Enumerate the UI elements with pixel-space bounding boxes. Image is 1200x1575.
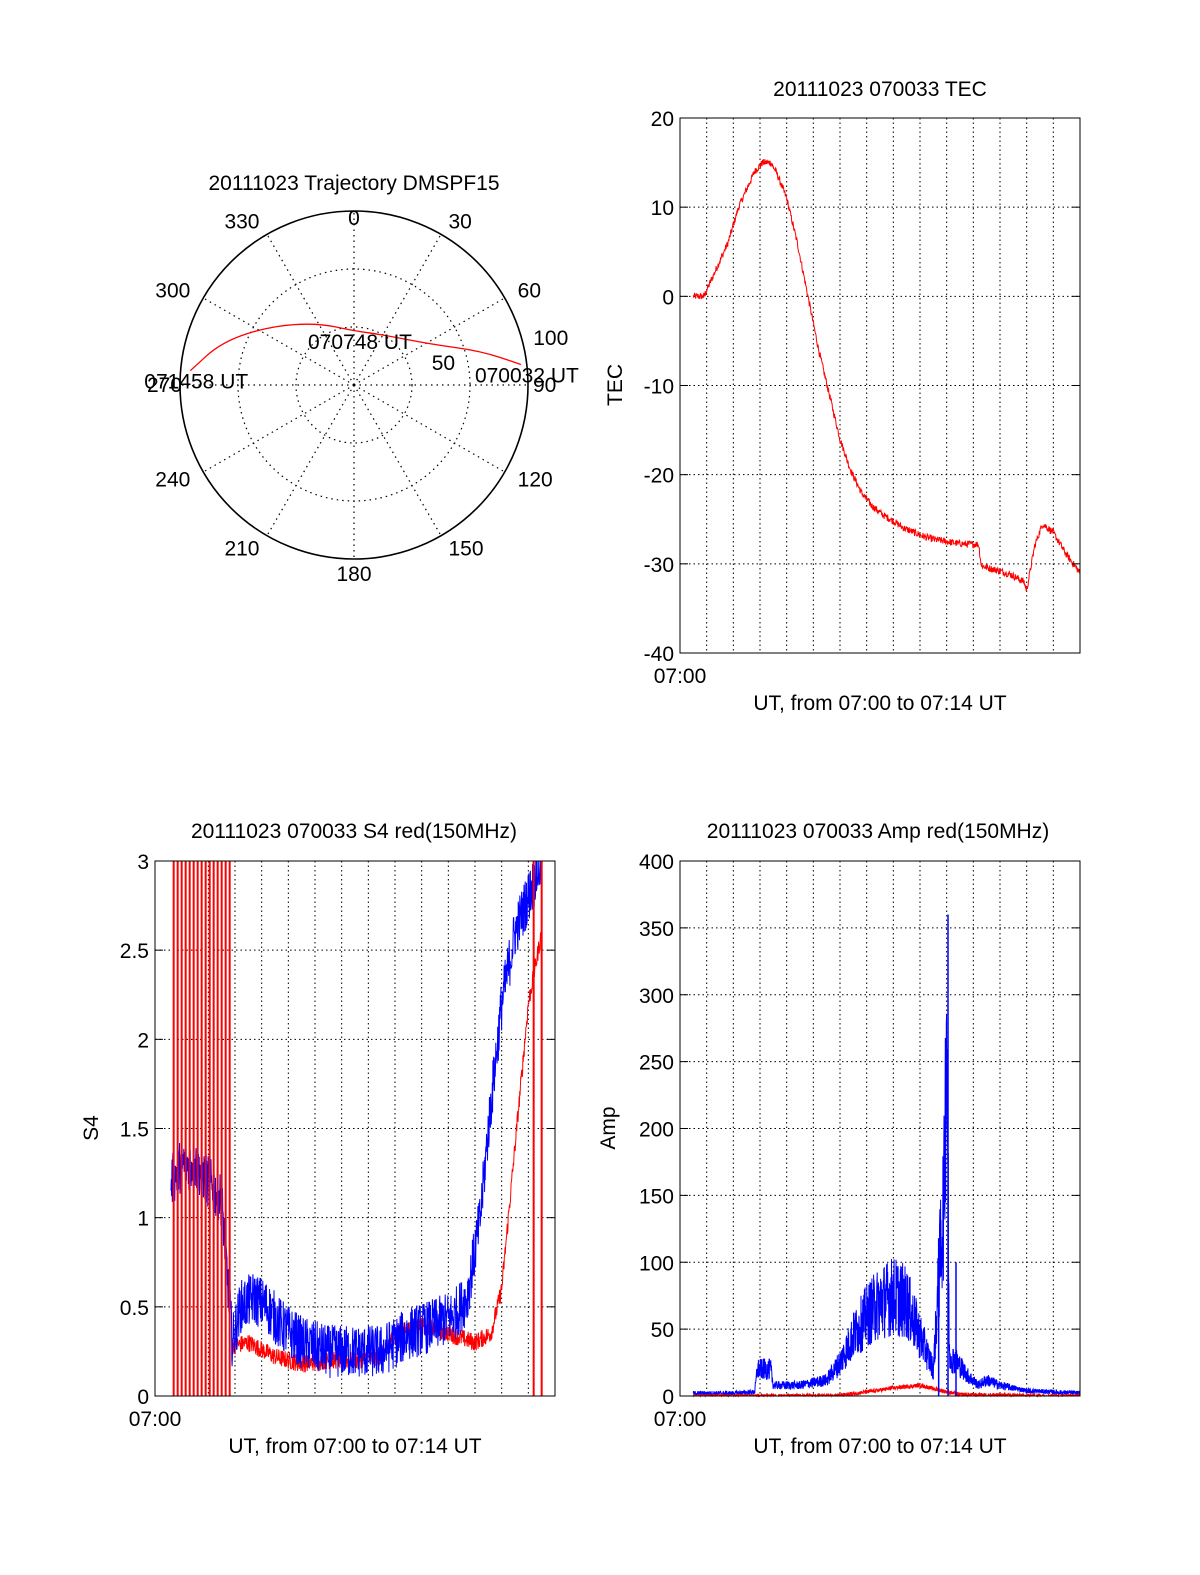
- trajectory-annotation: 071458 UT: [144, 371, 248, 394]
- y-tick-label: -30: [644, 554, 674, 577]
- polar-angle-label: 330: [224, 210, 259, 233]
- polar-spoke: [266, 384, 355, 536]
- y-tick-label: 0.5: [120, 1297, 149, 1320]
- s4-x-tick-label: 07:00: [129, 1408, 182, 1431]
- s4-x-axis-label: UT, from 07:00 to 07:14 UT: [228, 1435, 481, 1458]
- polar-spoke: [353, 297, 505, 386]
- polar-ring-label: 50: [432, 352, 455, 375]
- tec-x-tick-label: 07:00: [654, 665, 707, 688]
- polar-grid: [180, 211, 528, 559]
- y-tick-label: 250: [639, 1052, 674, 1075]
- polar-ring-1: [295, 326, 413, 444]
- y-tick-label: 350: [639, 918, 674, 941]
- y-tick-label: 3: [137, 851, 149, 874]
- amp-y-ticks: 0 50 100 150 200 250 300 350 400: [639, 851, 1080, 1409]
- polar-spoke: [353, 384, 442, 536]
- y-tick-label: 10: [651, 197, 674, 220]
- y-tick-label: 20: [651, 108, 674, 131]
- trajectory-annotation: 070748 UT: [308, 331, 412, 354]
- tec-title: 20111023 070033 TEC: [773, 78, 987, 101]
- amp-plot: 20111023 070033 Amp red(150MHz) 0 50 100 15…: [597, 820, 1081, 1458]
- polar-angle-label: 270: [147, 374, 182, 397]
- amp-series: [692, 914, 1081, 1398]
- polar-title: 20111023 Trajectory DMSPF15: [208, 172, 499, 195]
- polar-angle-label: 300: [155, 280, 190, 303]
- polar-angle-label: 30: [449, 210, 472, 233]
- series-line-blue: [692, 1013, 1081, 1398]
- trajectory-line: [189, 323, 522, 372]
- polar-spoke: [353, 234, 442, 386]
- polar-ring-label: 100: [533, 327, 568, 350]
- y-tick-label: 0: [137, 1386, 149, 1409]
- tec-x-axis-label: UT, from 07:00 to 07:14 UT: [753, 692, 1006, 715]
- series-line-red: [692, 159, 1081, 592]
- s4-series: [170, 860, 543, 1396]
- trajectory-annotations: 070032 UT 070748 UT 071458 UT: [144, 331, 579, 394]
- polar-angle-label: 210: [224, 538, 259, 561]
- y-tick-label: -20: [644, 465, 674, 488]
- trajectory-annotation: 070032 UT: [475, 365, 579, 388]
- polar-angle-labels: 0 30 60 90 120 150 180 210 240 270 300 330: [147, 207, 556, 586]
- polar-angle-label: 120: [518, 469, 553, 492]
- y-tick-label: 0: [662, 1386, 674, 1409]
- series-line-blue: [170, 860, 543, 1379]
- y-tick-label: 1.5: [120, 1119, 149, 1142]
- s4-plot: 20111023 070033 S4 red(150MHz) 0 0.5 1 1.5 2…: [80, 820, 556, 1458]
- y-tick-label: -40: [644, 643, 674, 666]
- tec-y-axis-label: TEC: [604, 364, 627, 406]
- tec-plot: 20111023 070033 TEC -40 -30 -20 -10 0 10 20 07…: [604, 78, 1081, 715]
- amp-y-axis-label: Amp: [597, 1106, 620, 1149]
- polar-plot: 20111023 Trajectory DMSPF15 0 30 60 90 120 15…: [144, 172, 579, 586]
- polar-angle-label: 180: [336, 563, 371, 586]
- y-tick-label: 150: [639, 1185, 674, 1208]
- y-tick-label: -10: [644, 376, 674, 399]
- s4-y-ticks: 0 0.5 1 1.5 2 2.5 3: [120, 851, 555, 1409]
- y-tick-label: 400: [639, 851, 674, 874]
- s4-y-axis-label: S4: [80, 1115, 103, 1141]
- tec-series: [692, 159, 1081, 592]
- polar-angle-label: 150: [449, 538, 484, 561]
- polar-spoke: [203, 384, 355, 473]
- polar-ring-labels: 50 100: [432, 327, 569, 375]
- y-tick-label: 300: [639, 985, 674, 1008]
- amp-x-tick-label: 07:00: [654, 1408, 707, 1431]
- y-tick-label: 2: [137, 1029, 149, 1052]
- polar-spoke: [266, 234, 355, 386]
- tec-grid: [680, 118, 1080, 653]
- polar-angle-label: 90: [533, 374, 556, 397]
- y-tick-label: 50: [651, 1319, 674, 1342]
- y-tick-label: 1: [137, 1208, 149, 1231]
- polar-angle-label: 0: [348, 207, 360, 230]
- polar-angle-label: 60: [518, 280, 541, 303]
- y-tick-label: 200: [639, 1119, 674, 1142]
- polar-angle-label: 240: [155, 469, 190, 492]
- s4-title: 20111023 070033 S4 red(150MHz): [191, 820, 517, 843]
- y-tick-label: 100: [639, 1252, 674, 1275]
- amp-title: 20111023 070033 Amp red(150MHz): [707, 820, 1049, 843]
- y-tick-label: 2.5: [120, 940, 149, 963]
- amp-x-axis-label: UT, from 07:00 to 07:14 UT: [753, 1435, 1006, 1458]
- polar-spoke: [353, 384, 505, 473]
- y-tick-label: 0: [662, 286, 674, 309]
- tec-y-ticks: -40 -30 -20 -10 0 10 20: [644, 108, 1080, 666]
- polar-spoke: [203, 297, 355, 386]
- polar-outer-circle: [179, 210, 529, 560]
